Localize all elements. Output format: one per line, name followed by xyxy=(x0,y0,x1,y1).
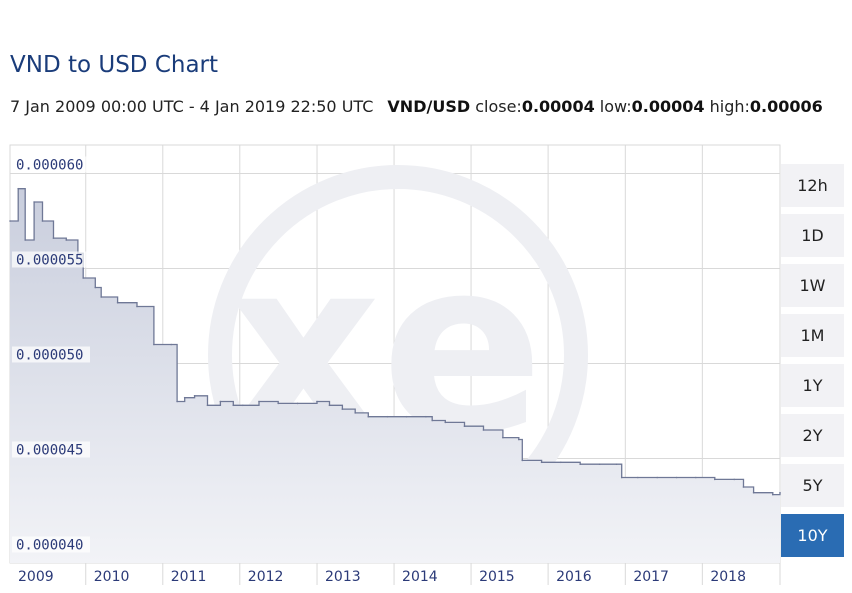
rate-point xyxy=(431,419,434,422)
rate-point xyxy=(444,421,447,424)
y-tick-label: 0.000040 xyxy=(12,536,90,554)
rate-point xyxy=(637,476,639,479)
rate-point xyxy=(136,305,138,308)
rate-point xyxy=(714,478,716,481)
rate-point xyxy=(258,400,260,403)
rate-point xyxy=(219,400,222,403)
y-tick-label: 0.000060 xyxy=(12,156,90,174)
rate-point xyxy=(94,286,97,289)
low-label: low: xyxy=(599,97,632,116)
x-axis-labels: 2009 2010 2011 2012 2013 2014 2015 2016 2017 2018 xyxy=(18,569,746,585)
rate-point xyxy=(41,220,44,222)
svg-text:0.000055: 0.000055 xyxy=(16,253,83,269)
rate-point xyxy=(82,277,84,279)
svg-text:0.000040: 0.000040 xyxy=(16,538,83,554)
rate-point xyxy=(482,429,485,431)
x-tick-label: 2016 xyxy=(556,569,592,585)
rate-point xyxy=(116,301,119,304)
rate-area xyxy=(9,187,781,563)
rate-point xyxy=(170,343,172,346)
x-tick-label: 2015 xyxy=(479,569,515,585)
date-range: 7 Jan 2009 00:00 UTC - 4 Jan 2019 22:50 … xyxy=(10,97,374,116)
rate-point xyxy=(65,239,68,241)
range-button-1d[interactable]: 1D xyxy=(781,214,844,257)
rate-point xyxy=(425,415,427,418)
y-tick-label: 0.000050 xyxy=(12,346,90,364)
rate-point xyxy=(560,461,562,464)
rate-point xyxy=(615,463,618,466)
rate-point xyxy=(24,239,27,241)
y-tick-label: 0.000055 xyxy=(12,251,90,269)
rate-point xyxy=(367,415,370,418)
x-tick-label: 2010 xyxy=(94,569,130,585)
range-button-10y[interactable]: 10Y xyxy=(781,514,844,557)
rate-point xyxy=(540,461,543,464)
rate-area-fill xyxy=(10,188,780,563)
currency-pair: VND/USD xyxy=(387,97,471,116)
rate-point xyxy=(733,478,735,481)
page-title: VND to USD Chart xyxy=(10,52,219,78)
rate-point xyxy=(695,476,697,479)
range-button-12h[interactable]: 12h xyxy=(781,164,844,207)
range-button-1m[interactable]: 1M xyxy=(781,314,844,357)
x-tick-label: 2018 xyxy=(710,569,746,585)
rate-point xyxy=(33,201,35,203)
rate-point xyxy=(277,402,280,405)
rate-point xyxy=(176,400,178,403)
rate-point xyxy=(206,404,209,407)
range-button-1y[interactable]: 1Y xyxy=(781,364,844,407)
rate-point xyxy=(341,408,344,410)
x-tick-label: 2017 xyxy=(633,569,669,585)
svg-text:0.000060: 0.000060 xyxy=(16,158,83,174)
y-axis-labels: 0.000060 0.000055 0.000050 0.000045 0.000040 xyxy=(12,156,90,554)
x-tick-label: 2014 xyxy=(402,569,438,585)
rate-point xyxy=(296,402,299,405)
rate-point xyxy=(656,476,658,479)
rate-point xyxy=(52,237,55,239)
rate-point xyxy=(463,425,466,428)
rate-point xyxy=(183,396,186,399)
chart-summary: 7 Jan 2009 00:00 UTC - 4 Jan 2019 22:50 … xyxy=(10,97,823,116)
rate-point xyxy=(752,491,755,494)
low-value: 0.00004 xyxy=(631,97,705,116)
y-tick-label: 0.000045 xyxy=(12,441,90,459)
rate-point xyxy=(242,404,244,407)
rate-point xyxy=(9,220,11,222)
x-tick-label: 2009 xyxy=(18,569,54,585)
range-button-5y[interactable]: 5Y xyxy=(781,464,844,507)
rate-point xyxy=(742,486,745,488)
range-button-1w[interactable]: 1W xyxy=(781,264,844,307)
rate-point xyxy=(193,395,196,397)
high-label: high: xyxy=(709,97,750,116)
close-value: 0.00004 xyxy=(521,97,595,116)
high-value: 0.00006 xyxy=(749,97,823,116)
x-tick-label: 2013 xyxy=(325,569,361,585)
rate-point xyxy=(518,438,520,441)
rate-point xyxy=(354,412,357,414)
range-button-2y[interactable]: 2Y xyxy=(781,414,844,457)
rate-point xyxy=(386,415,389,418)
x-tick-label: 2011 xyxy=(171,569,207,585)
rate-point xyxy=(328,404,331,407)
rate-point xyxy=(232,404,235,407)
rate-point xyxy=(316,400,318,403)
rate-point xyxy=(405,415,408,418)
rate-point xyxy=(100,296,102,298)
time-range-selector: 12h 1D 1W 1M 1Y 2Y 5Y 10Y xyxy=(781,164,844,564)
rate-point xyxy=(772,493,774,496)
rate-point xyxy=(779,491,781,494)
rate-point xyxy=(153,343,155,346)
rate-point xyxy=(579,463,581,466)
rate-chart[interactable]: xe 0.0000600.0000550.0000500.0000450.000… xyxy=(0,140,782,593)
rate-point xyxy=(675,476,678,479)
svg-text:0.000050: 0.000050 xyxy=(16,348,83,364)
svg-text:0.000045: 0.000045 xyxy=(16,443,83,459)
rate-point xyxy=(17,187,20,190)
rate-point xyxy=(620,476,623,479)
close-label: close: xyxy=(475,97,522,116)
rate-point xyxy=(598,463,601,466)
x-tick-label: 2012 xyxy=(248,569,284,585)
rate-point xyxy=(521,459,524,462)
rate-point xyxy=(502,436,504,439)
